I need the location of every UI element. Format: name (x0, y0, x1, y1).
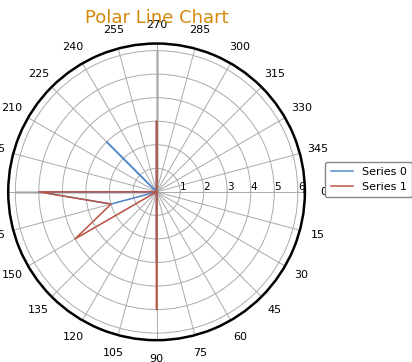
Series 0 (154, 190, 159, 194)
Series 1 (154, 190, 159, 194)
Series 0 (154, 190, 159, 194)
Series 0 (109, 202, 114, 206)
Series 1 (154, 190, 159, 194)
Series 0 (154, 190, 159, 194)
Series 0 (154, 190, 159, 194)
Series 1 (154, 190, 159, 194)
Series 1 (154, 190, 159, 194)
Series 0 (154, 190, 159, 194)
Series 0 (154, 190, 159, 194)
Series 0 (154, 119, 159, 123)
Line: Series 1: Series 1 (39, 121, 157, 310)
Series 0 (154, 190, 159, 194)
Series 0 (154, 190, 159, 194)
Series 1 (154, 190, 159, 194)
Series 1 (154, 119, 159, 123)
Series 0 (154, 190, 159, 194)
Line: Series 0: Series 0 (39, 121, 157, 262)
Series 1 (154, 190, 159, 194)
Series 0 (154, 190, 159, 194)
Series 0 (154, 190, 159, 194)
Text: Polar Line Chart: Polar Line Chart (85, 9, 228, 27)
Series 0 (154, 190, 159, 194)
Series 1 (73, 237, 77, 241)
Series 0 (36, 190, 41, 194)
Series 1 (154, 190, 159, 194)
Series 0 (154, 190, 159, 194)
Series 1 (154, 190, 159, 194)
Series 0 (154, 190, 159, 194)
Series 1 (154, 190, 159, 194)
Series 1 (154, 190, 159, 194)
Series 1 (154, 190, 159, 194)
Series 1 (154, 190, 159, 194)
Series 1 (109, 202, 114, 206)
Series 1 (154, 190, 159, 194)
Legend: Series 0, Series 1: Series 0, Series 1 (325, 162, 412, 197)
Series 0 (154, 190, 159, 194)
Series 1 (154, 190, 159, 194)
Series 0 (154, 190, 159, 194)
Series 1 (154, 190, 159, 194)
Series 0 (154, 190, 159, 194)
Series 1 (36, 190, 41, 194)
Series 1 (154, 190, 159, 194)
Series 0 (154, 190, 159, 194)
Series 0 (104, 140, 109, 144)
Series 1 (154, 307, 159, 312)
Series 1 (154, 190, 159, 194)
Series 0 (154, 190, 159, 194)
Series 1 (154, 190, 159, 194)
Series 1 (154, 190, 159, 194)
Series 0 (154, 190, 159, 194)
Series 1 (154, 190, 159, 194)
Series 0 (154, 260, 159, 265)
